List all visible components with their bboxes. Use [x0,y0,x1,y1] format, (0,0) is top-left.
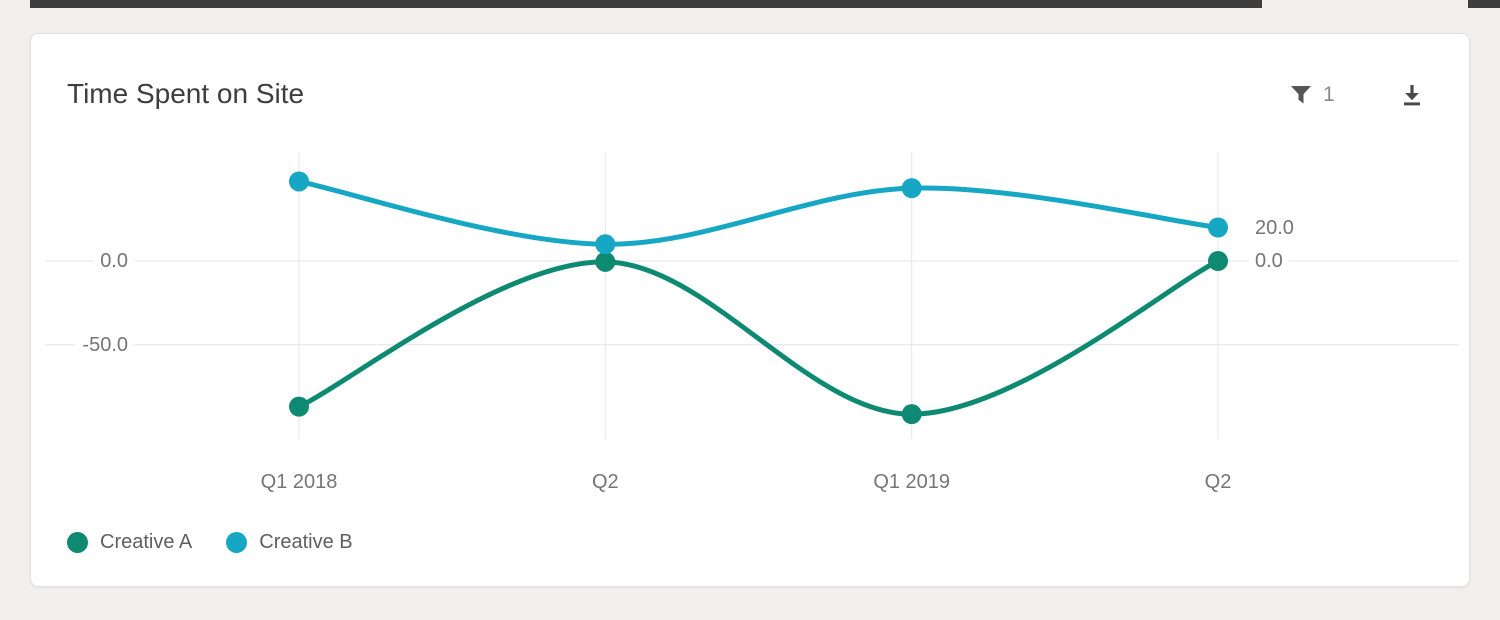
x-tick-label: Q1 2019 [873,471,951,493]
x-tick-label: Q2 [591,471,619,493]
x-tick-label: Q2 [1204,471,1232,493]
line-creative-a [296,258,1221,417]
point-creative-a-0[interactable] [289,396,309,417]
point-creative-a-1[interactable] [595,251,616,272]
x-tick-label: Q1 2018 [260,471,338,493]
line-creative-b [296,178,1221,247]
chart-area: 0.0 -50.0 Q1 2018 Q2 Q1 2019 Q2 0.0 20.0 Creati… [31,34,1471,588]
end-value-label-creative-b: 20.0 [1249,214,1300,241]
legend-item-creative-b[interactable]: Creative B [226,531,353,554]
y-tick-label: -50.0 [75,331,135,358]
chart-canvas [45,152,1459,439]
filter-count-badge: 1 [1323,83,1335,106]
top-bar [30,0,1262,8]
point-creative-a-2[interactable] [901,404,922,425]
end-value-label-creative-a: 0.0 [1249,248,1289,274]
chart-card: Time Spent on Site 1 0.0 -50.0 Q1 2018 Q2 Q1… [30,33,1470,587]
point-creative-b-2[interactable] [901,178,922,199]
legend-dot-icon [67,532,88,553]
point-creative-b-0[interactable] [289,171,309,192]
filter-button[interactable]: 1 [1289,80,1335,110]
legend-dot-icon [226,532,248,553]
point-creative-b-1[interactable] [595,234,616,255]
download-button[interactable] [1399,80,1425,110]
download-icon [1399,82,1425,108]
funnel-icon [1289,83,1313,107]
chart-legend: Creative A Creative B [67,531,387,554]
legend-label: Creative B [259,531,353,553]
legend-item-creative-a[interactable]: Creative A [67,531,192,554]
point-creative-a-3[interactable] [1208,251,1228,271]
legend-label: Creative A [100,531,193,553]
page-title: Time Spent on Site [67,78,305,109]
y-tick-label: 0.0 [93,248,135,274]
point-creative-b-3[interactable] [1208,217,1228,238]
top-bar-right-segment [1468,0,1500,8]
